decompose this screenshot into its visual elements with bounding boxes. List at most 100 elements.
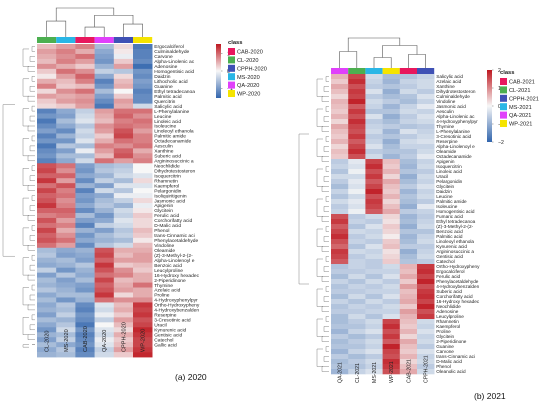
heatmap-cell (94, 347, 115, 353)
heatmap-cell (382, 239, 401, 245)
heatmap-cell (94, 108, 115, 114)
sample-label: QA-2020 (102, 330, 108, 352)
heatmap-cell (133, 173, 153, 179)
heatmap-cell (133, 342, 153, 348)
dendrogram-branch (27, 95, 35, 102)
heatmap-cell (75, 163, 95, 169)
heatmap-cell (348, 204, 366, 210)
heatmap-cell (348, 154, 366, 160)
dendrogram-branch (316, 138, 323, 157)
heatmap-cell (365, 299, 383, 305)
dendrogram-branch (323, 146, 329, 152)
heatmap-cell (113, 78, 134, 85)
row-label: Octadecanamide (436, 154, 472, 159)
heatmap-cell (382, 359, 401, 365)
heatmap-cell (113, 44, 134, 50)
heatmap-cell (133, 208, 153, 214)
heatmap-cell (399, 179, 418, 185)
dendrogram-branch (321, 96, 329, 102)
legend-label: WP-2020 (237, 92, 260, 98)
heatmap-cell (75, 267, 95, 273)
heatmap-cell (94, 73, 115, 80)
heatmap-cell (56, 103, 76, 109)
heatmap-cell (417, 339, 435, 345)
row-label: D-Malic acid (154, 223, 181, 229)
dendrogram-branch (22, 317, 29, 335)
row-label: Kynurenic acid (436, 244, 467, 249)
heatmap-cell (56, 322, 76, 328)
heatmap-cell (365, 79, 383, 85)
row-label: Pelargonidin (154, 188, 181, 194)
row-label: Adenosine (436, 309, 459, 314)
heatmap-cell (399, 99, 418, 105)
dendrogram-branch (325, 136, 329, 142)
heatmap-cell (75, 252, 95, 259)
dendrogram-branch (31, 135, 35, 142)
heatmap-cell (94, 327, 115, 333)
heatmap-cell (94, 332, 115, 338)
row-label: Suberic acid (436, 289, 462, 294)
dendrogram-branch (316, 318, 323, 337)
dendrogram-branch (323, 206, 329, 212)
row-label: Thymine (436, 124, 454, 129)
heatmap-cell (331, 289, 349, 295)
heatmap-cell (348, 359, 366, 365)
heatmap-cell (348, 219, 366, 225)
heatmap-cell (133, 212, 153, 219)
heatmap-cell (348, 314, 366, 320)
heatmap-cell (75, 168, 95, 174)
heatmap-cell (417, 109, 435, 115)
heatmap-cell (113, 292, 134, 298)
dendrogram-branch (321, 246, 329, 252)
heatmap-cell (75, 173, 95, 179)
row-label: Thymine (154, 283, 173, 289)
row-label: Kaempferol (436, 324, 460, 329)
heatmap-cell (365, 309, 383, 315)
row-label: Palmitic acid (436, 234, 463, 239)
heatmap-cell (382, 259, 401, 265)
heatmap-cell (348, 279, 366, 285)
heatmap-cell (113, 98, 134, 104)
heatmap-cell (113, 193, 134, 199)
heatmap-cell (382, 299, 401, 305)
heatmap-cell (399, 114, 418, 120)
heatmap-cell (75, 342, 95, 348)
heatmap-cell (417, 279, 435, 285)
row-label: Dihydrotestosteron (154, 168, 195, 174)
heatmap-cell (94, 342, 115, 348)
heatmap-cell (399, 249, 418, 255)
heatmap-cell (94, 98, 115, 104)
heatmap-cell (365, 224, 383, 230)
heatmap-cell (37, 118, 57, 124)
row-label: Xanthine (154, 149, 174, 155)
class-bar-cell (94, 37, 114, 43)
heatmap-cell (133, 163, 153, 169)
row-label: Culminaldehyde (154, 49, 189, 55)
heatmap-cell (133, 158, 153, 164)
heatmap-cell (331, 174, 349, 180)
dendrogram-branch (22, 138, 29, 157)
heatmap-cell (133, 193, 153, 199)
class-bar-cell (417, 68, 435, 74)
heatmap-cell (382, 364, 401, 370)
heatmap-cell (75, 317, 95, 323)
heatmap-cell (75, 68, 95, 75)
heatmap-cell (113, 307, 134, 313)
row-label: 3-Cresotinic acid (154, 318, 191, 324)
heatmap-cell (382, 189, 401, 195)
heatmap-cell (37, 342, 57, 348)
legend-label: CL-2021 (509, 88, 530, 94)
heatmap-cell (331, 184, 349, 190)
row-label: Guanine (436, 344, 454, 349)
heatmap-cell (399, 264, 418, 270)
heatmap-cell (417, 244, 435, 250)
sample-label: CPPH-2021 (424, 355, 430, 383)
row-label: Carvone (436, 349, 454, 354)
column-dendrogram-a (46, 7, 143, 37)
heatmap-cell (75, 123, 95, 129)
heatmap-cell (113, 183, 134, 189)
heatmap-cell (133, 133, 153, 139)
heatmap-cell (133, 217, 153, 224)
heatmap-cell (417, 194, 435, 200)
heatmap-cell (417, 294, 435, 300)
